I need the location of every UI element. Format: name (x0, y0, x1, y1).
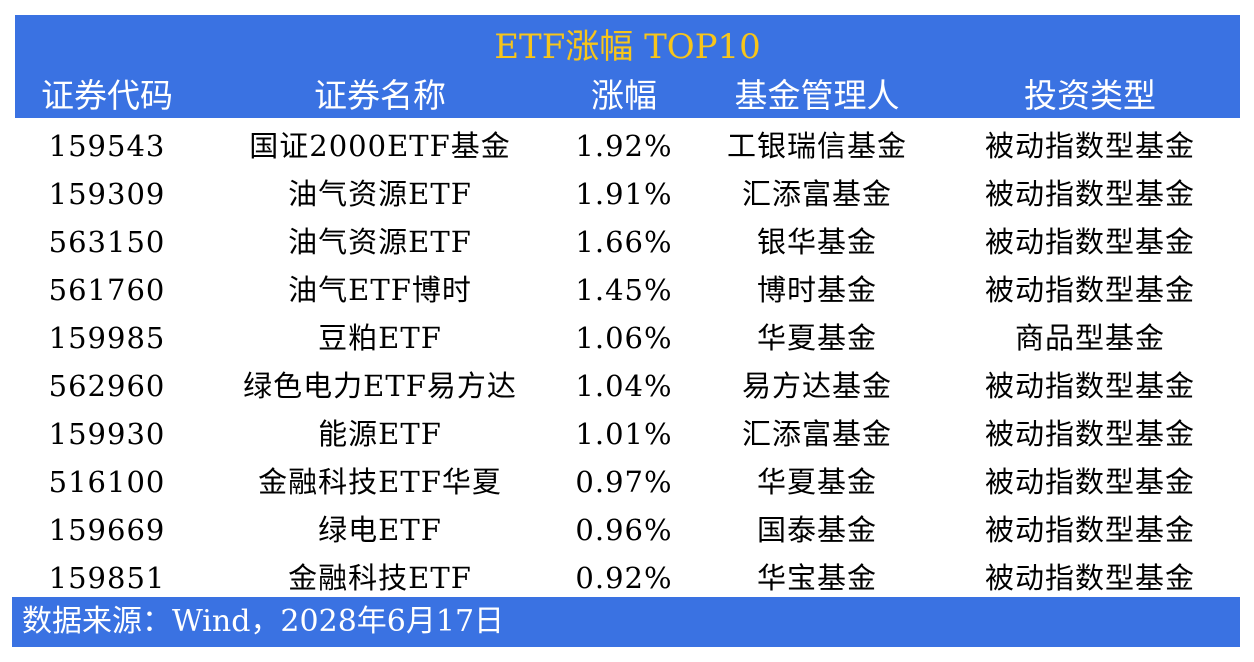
cell-type: 被动指数型基金 (984, 465, 1196, 499)
cell-type: 被动指数型基金 (984, 561, 1196, 595)
table-row: 562960 绿色电力ETF易方达 1.04% 易方达基金 被动指数型基金 (15, 362, 1240, 410)
cell-manager: 国泰基金 (756, 513, 878, 547)
table-row: 159669 绿电ETF 0.96% 国泰基金 被动指数型基金 (15, 506, 1240, 554)
cell-type: 被动指数型基金 (984, 369, 1196, 403)
cell-type: 被动指数型基金 (984, 273, 1196, 307)
cell-code: 159851 (48, 561, 166, 595)
table-header: ETF涨幅 TOP10 证券代码 证券名称 涨幅 基金管理人 投资类型 (15, 15, 1240, 118)
cell-manager: 汇添富基金 (741, 417, 893, 451)
cell-manager: 易方达基金 (741, 369, 893, 403)
cell-name: 油气资源ETF (288, 177, 472, 211)
cell-code: 159669 (48, 513, 166, 547)
header-manager: 基金管理人 (734, 76, 900, 115)
cell-code: 159309 (48, 177, 166, 211)
footer: 数据来源：Wind，2028年6月17日 (12, 597, 1240, 647)
table-title: ETF涨幅 TOP10 (494, 27, 761, 67)
cell-manager: 工银瑞信基金 (726, 129, 908, 163)
cell-manager: 华夏基金 (756, 321, 878, 355)
table-row: 561760 油气ETF博时 1.45% 博时基金 被动指数型基金 (15, 266, 1240, 314)
header-type: 投资类型 (1024, 76, 1156, 115)
table-row: 563150 油气资源ETF 1.66% 银华基金 被动指数型基金 (15, 218, 1240, 266)
cell-name: 国证2000ETF基金 (249, 129, 511, 163)
table-row: 159543 国证2000ETF基金 1.92% 工银瑞信基金 被动指数型基金 (15, 122, 1240, 170)
cell-manager: 银华基金 (756, 225, 878, 259)
source-note: 数据来源：Wind，2028年6月17日 (22, 604, 505, 639)
cell-change: 1.92% (575, 129, 673, 163)
cell-manager: 华宝基金 (756, 561, 878, 595)
cell-name: 油气ETF博时 (288, 273, 472, 307)
cell-name: 金融科技ETF (288, 561, 472, 595)
header-name: 证券名称 (314, 76, 446, 115)
cell-name: 绿电ETF (318, 513, 442, 547)
cell-change: 1.01% (575, 417, 673, 451)
cell-code: 561760 (48, 273, 166, 307)
cell-manager: 博时基金 (756, 273, 878, 307)
column-headers: 证券代码 证券名称 涨幅 基金管理人 投资类型 (15, 75, 1240, 117)
cell-manager: 汇添富基金 (741, 177, 893, 211)
cell-change: 0.92% (575, 561, 673, 595)
cell-code: 563150 (48, 225, 166, 259)
table-row: 159985 豆粕ETF 1.06% 华夏基金 商品型基金 (15, 314, 1240, 362)
header-change: 涨幅 (591, 76, 657, 115)
cell-change: 1.04% (575, 369, 673, 403)
cell-change: 0.96% (575, 513, 673, 547)
cell-manager: 华夏基金 (756, 465, 878, 499)
cell-name: 油气资源ETF (288, 225, 472, 259)
cell-name: 金融科技ETF华夏 (258, 465, 502, 499)
cell-change: 1.06% (575, 321, 673, 355)
header-code: 证券代码 (41, 76, 173, 115)
cell-type: 被动指数型基金 (984, 513, 1196, 547)
cell-change: 1.45% (575, 273, 673, 307)
cell-code: 159985 (48, 321, 166, 355)
cell-change: 1.91% (575, 177, 673, 211)
cell-type: 商品型基金 (1014, 321, 1166, 355)
cell-code: 159543 (48, 129, 166, 163)
cell-code: 516100 (48, 465, 166, 499)
cell-type: 被动指数型基金 (984, 177, 1196, 211)
cell-code: 159930 (48, 417, 166, 451)
cell-code: 562960 (48, 369, 166, 403)
table-row: 159930 能源ETF 1.01% 汇添富基金 被动指数型基金 (15, 410, 1240, 458)
cell-name: 能源ETF (318, 417, 442, 451)
cell-name: 豆粕ETF (318, 321, 442, 355)
table-row: 159309 油气资源ETF 1.91% 汇添富基金 被动指数型基金 (15, 170, 1240, 218)
cell-change: 0.97% (575, 465, 673, 499)
table-row: 159851 金融科技ETF 0.92% 华宝基金 被动指数型基金 (15, 554, 1240, 602)
cell-change: 1.66% (575, 225, 673, 259)
cell-type: 被动指数型基金 (984, 417, 1196, 451)
table-row: 516100 金融科技ETF华夏 0.97% 华夏基金 被动指数型基金 (15, 458, 1240, 506)
cell-name: 绿色电力ETF易方达 (243, 369, 517, 403)
cell-type: 被动指数型基金 (984, 129, 1196, 163)
cell-type: 被动指数型基金 (984, 225, 1196, 259)
